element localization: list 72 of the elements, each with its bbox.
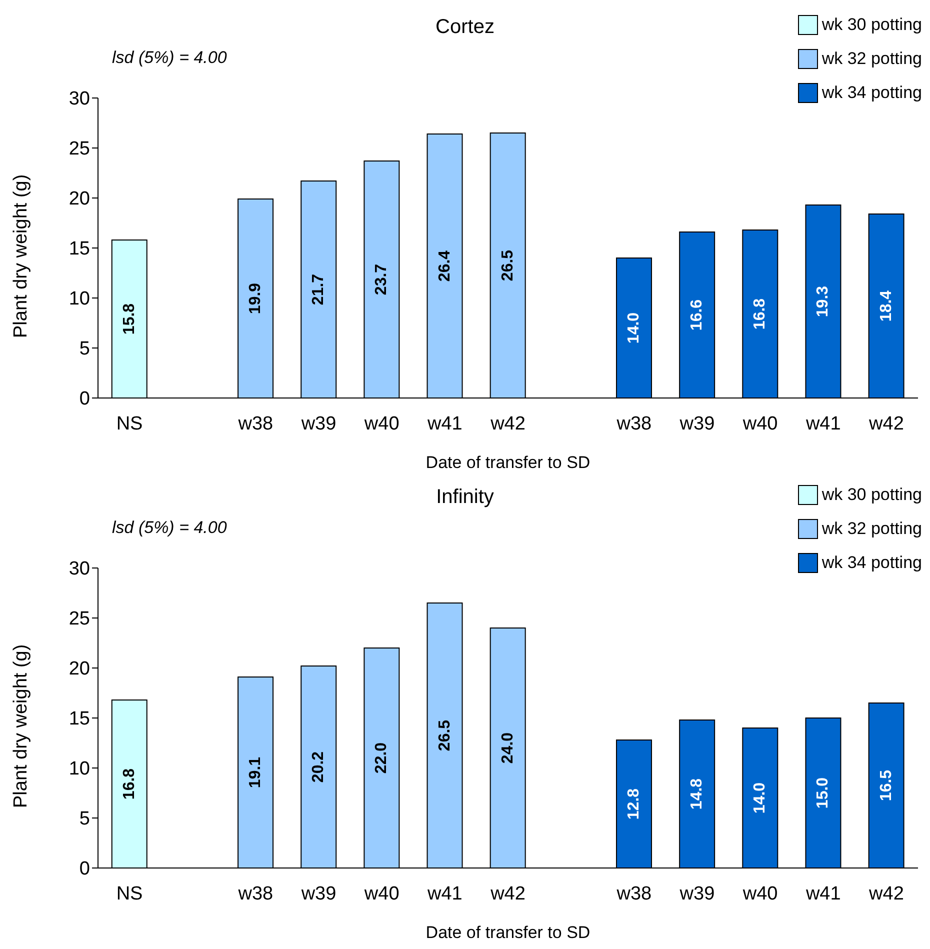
- data-label: 19.3: [814, 286, 832, 318]
- data-label: 16.8: [120, 768, 138, 800]
- data-label: 18.4: [878, 290, 895, 322]
- data-label: 23.7: [373, 264, 390, 296]
- legend-label: wk 32 potting: [822, 519, 922, 539]
- x-tick-label: w38: [616, 883, 652, 904]
- y-tick-label: 10: [68, 288, 90, 310]
- x-tick-label: w42: [490, 883, 526, 904]
- data-label: 19.1: [247, 756, 264, 788]
- y-tick-label: 30: [68, 558, 90, 580]
- y-tick-label: 30: [68, 88, 90, 110]
- x-tick-label: w42: [490, 413, 526, 434]
- x-tick-label: w42: [868, 413, 904, 434]
- data-label: 19.9: [247, 282, 264, 314]
- y-tick-label: 25: [68, 608, 90, 630]
- data-label: 14.0: [625, 312, 642, 344]
- x-tick-label: w40: [742, 883, 778, 904]
- y-tick-label: 20: [68, 188, 90, 210]
- data-label: 15.8: [120, 303, 138, 335]
- data-label: 24.0: [499, 732, 516, 764]
- y-tick-label: 25: [68, 138, 90, 160]
- x-tick-label: w40: [363, 413, 400, 434]
- x-tick-label: w40: [742, 413, 778, 434]
- legend-label: wk 34 potting: [822, 553, 922, 573]
- legend-label: wk 32 potting: [822, 49, 922, 69]
- y-tick-label: 5: [79, 338, 90, 360]
- x-tick-label: NS: [116, 883, 143, 904]
- y-tick-label: 20: [68, 658, 90, 680]
- x-tick-label: w38: [237, 883, 274, 904]
- data-label: 26.5: [436, 720, 454, 752]
- x-tick-label: w39: [678, 413, 715, 434]
- x-axis-title: Date of transfer to SD: [426, 923, 590, 942]
- y-tick-label: 0: [79, 858, 90, 880]
- x-tick-label: w42: [868, 883, 904, 904]
- y-tick-label: 15: [68, 238, 90, 260]
- chart-title: Cortez: [436, 16, 494, 38]
- x-tick-label: w39: [300, 883, 336, 904]
- y-tick-label: 10: [68, 758, 90, 780]
- x-tick-label: w38: [237, 413, 274, 434]
- x-tick-label: w41: [804, 413, 841, 434]
- x-tick-label: w41: [426, 413, 462, 434]
- x-axis-title: Date of transfer to SD: [426, 453, 590, 472]
- data-label: 14.8: [688, 778, 706, 810]
- y-axis-title: Plant dry weight (g): [10, 174, 32, 338]
- x-tick-label: NS: [116, 413, 143, 434]
- data-label: 16.5: [878, 770, 895, 802]
- x-tick-label: w39: [300, 413, 336, 434]
- legend-label: wk 30 potting: [822, 15, 922, 35]
- text: lsd (5%) = 4.00: [112, 48, 227, 68]
- chart-title: Infinity: [436, 486, 494, 508]
- data-label: 20.2: [310, 751, 328, 783]
- data-label: 14.0: [752, 782, 769, 814]
- x-tick-label: w39: [678, 883, 715, 904]
- x-tick-label: w41: [804, 883, 841, 904]
- data-label: 12.8: [625, 788, 642, 820]
- y-tick-label: 15: [68, 708, 90, 730]
- data-label: 26.4: [436, 250, 454, 282]
- data-label: 21.7: [310, 274, 328, 306]
- y-tick-label: 0: [79, 388, 90, 410]
- data-label: 16.6: [688, 299, 706, 331]
- legend-label: wk 30 potting: [822, 485, 922, 505]
- x-tick-label: w38: [616, 413, 652, 434]
- y-axis-title: Plant dry weight (g): [10, 644, 32, 808]
- data-label: 16.8: [752, 298, 769, 330]
- data-label: 15.0: [814, 777, 832, 809]
- text: lsd (5%) = 4.00: [112, 518, 227, 538]
- data-label: 26.5: [499, 250, 516, 282]
- y-tick-label: 5: [79, 808, 90, 830]
- legend-label: wk 34 potting: [822, 83, 922, 103]
- x-tick-label: w41: [426, 883, 462, 904]
- x-tick-label: w40: [363, 883, 400, 904]
- data-label: 22.0: [373, 742, 390, 774]
